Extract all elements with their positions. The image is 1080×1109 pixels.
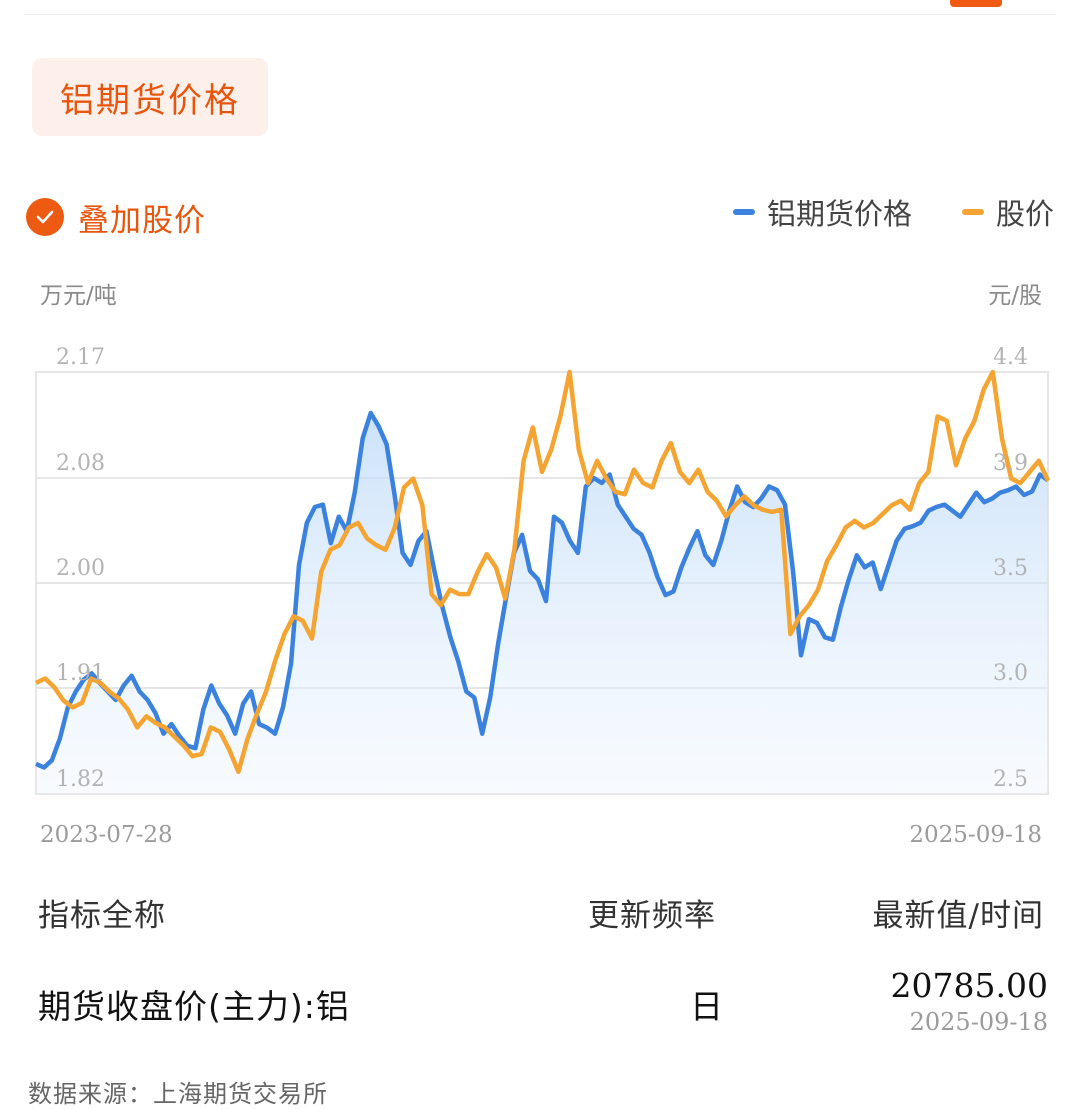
indicator-full-name: 期货收盘价(主力):铝 xyxy=(38,987,350,1026)
update-frequency: 日 xyxy=(690,987,723,1026)
left-axis-tick: 1.82 xyxy=(56,767,105,792)
legend-label-stock: 股价 xyxy=(995,197,1054,231)
right-axis-tick: 3.5 xyxy=(993,556,1028,581)
left-axis-tick: 2.17 xyxy=(56,345,105,370)
x-axis-start-date: 2023-07-28 xyxy=(40,822,173,848)
overlay-label: 叠加股价 xyxy=(78,202,206,239)
right-axis-tick: 2.5 xyxy=(993,767,1028,792)
right-axis-tick: 3.9 xyxy=(993,451,1028,476)
left-axis-unit: 万元/吨 xyxy=(40,283,117,309)
table-header-latest: 最新值/时间 xyxy=(872,898,1044,934)
left-axis-tick: 2.08 xyxy=(56,451,105,476)
indicator-title: 铝期货价格 xyxy=(60,80,240,121)
legend-swatch-stock xyxy=(961,209,984,215)
right-axis-unit: 元/股 xyxy=(988,283,1042,309)
x-axis-end-date: 2025-09-18 xyxy=(909,822,1042,848)
indicator-title-tag[interactable]: 铝期货价格 xyxy=(32,58,268,136)
left-axis-tick: 2.00 xyxy=(56,556,105,581)
active-tab-indicator xyxy=(950,0,1002,7)
table-header-frequency: 更新频率 xyxy=(588,898,716,934)
checkmark-icon[interactable] xyxy=(26,198,64,236)
top-divider xyxy=(24,14,1056,15)
right-axis-tick: 4.4 xyxy=(993,345,1028,370)
latest-date: 2025-09-18 xyxy=(909,1008,1048,1036)
aluminum-price-area xyxy=(36,413,1048,794)
legend-label-aluminum: 铝期货价格 xyxy=(766,197,912,231)
data-source-note: 数据来源：上海期货交易所 xyxy=(28,1080,328,1108)
chart-legend: 铝期货价格 股价 xyxy=(732,191,1054,233)
table-header-name: 指标全称 xyxy=(38,898,166,934)
legend-swatch-aluminum xyxy=(732,209,755,215)
legend-item-aluminum: 铝期货价格 xyxy=(732,191,912,233)
left-axis-tick: 1.91 xyxy=(56,661,105,686)
stock-price-line xyxy=(35,369,1051,775)
aluminum-price-line xyxy=(35,410,1050,770)
latest-value: 20785.00 xyxy=(890,966,1048,1005)
line-chart[interactable]: 2.17 2.08 2.00 1.91 1.82 4.4 3.9 3.5 3.0 2.5 xyxy=(0,330,1080,810)
right-axis-tick: 3.0 xyxy=(993,661,1028,686)
overlay-stock-price-toggle[interactable]: 叠加股价 xyxy=(26,194,206,240)
legend-item-stock: 股价 xyxy=(961,191,1054,233)
